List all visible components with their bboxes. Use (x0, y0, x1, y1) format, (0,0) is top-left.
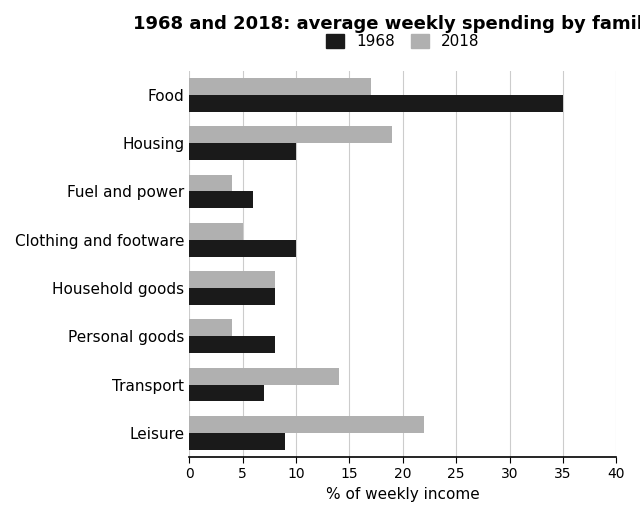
Bar (189, 416, 424, 433)
Bar (189, 320, 232, 336)
Bar (189, 175, 232, 191)
X-axis label: % of weekly income: % of weekly income (326, 487, 480, 502)
Legend: 1968, 2018: 1968, 2018 (320, 28, 486, 55)
Bar (189, 336, 275, 353)
Bar (189, 385, 264, 402)
Bar (189, 223, 243, 240)
Bar (189, 143, 296, 160)
Bar (189, 95, 563, 112)
Bar (189, 368, 339, 385)
Bar (189, 191, 253, 208)
Bar (189, 433, 285, 450)
Bar (189, 288, 275, 305)
Bar (189, 240, 296, 256)
Bar (189, 271, 275, 288)
Bar (189, 78, 371, 95)
Bar (189, 126, 392, 143)
Title: 1968 and 2018: average weekly spending by families: 1968 and 2018: average weekly spending b… (133, 15, 640, 33)
